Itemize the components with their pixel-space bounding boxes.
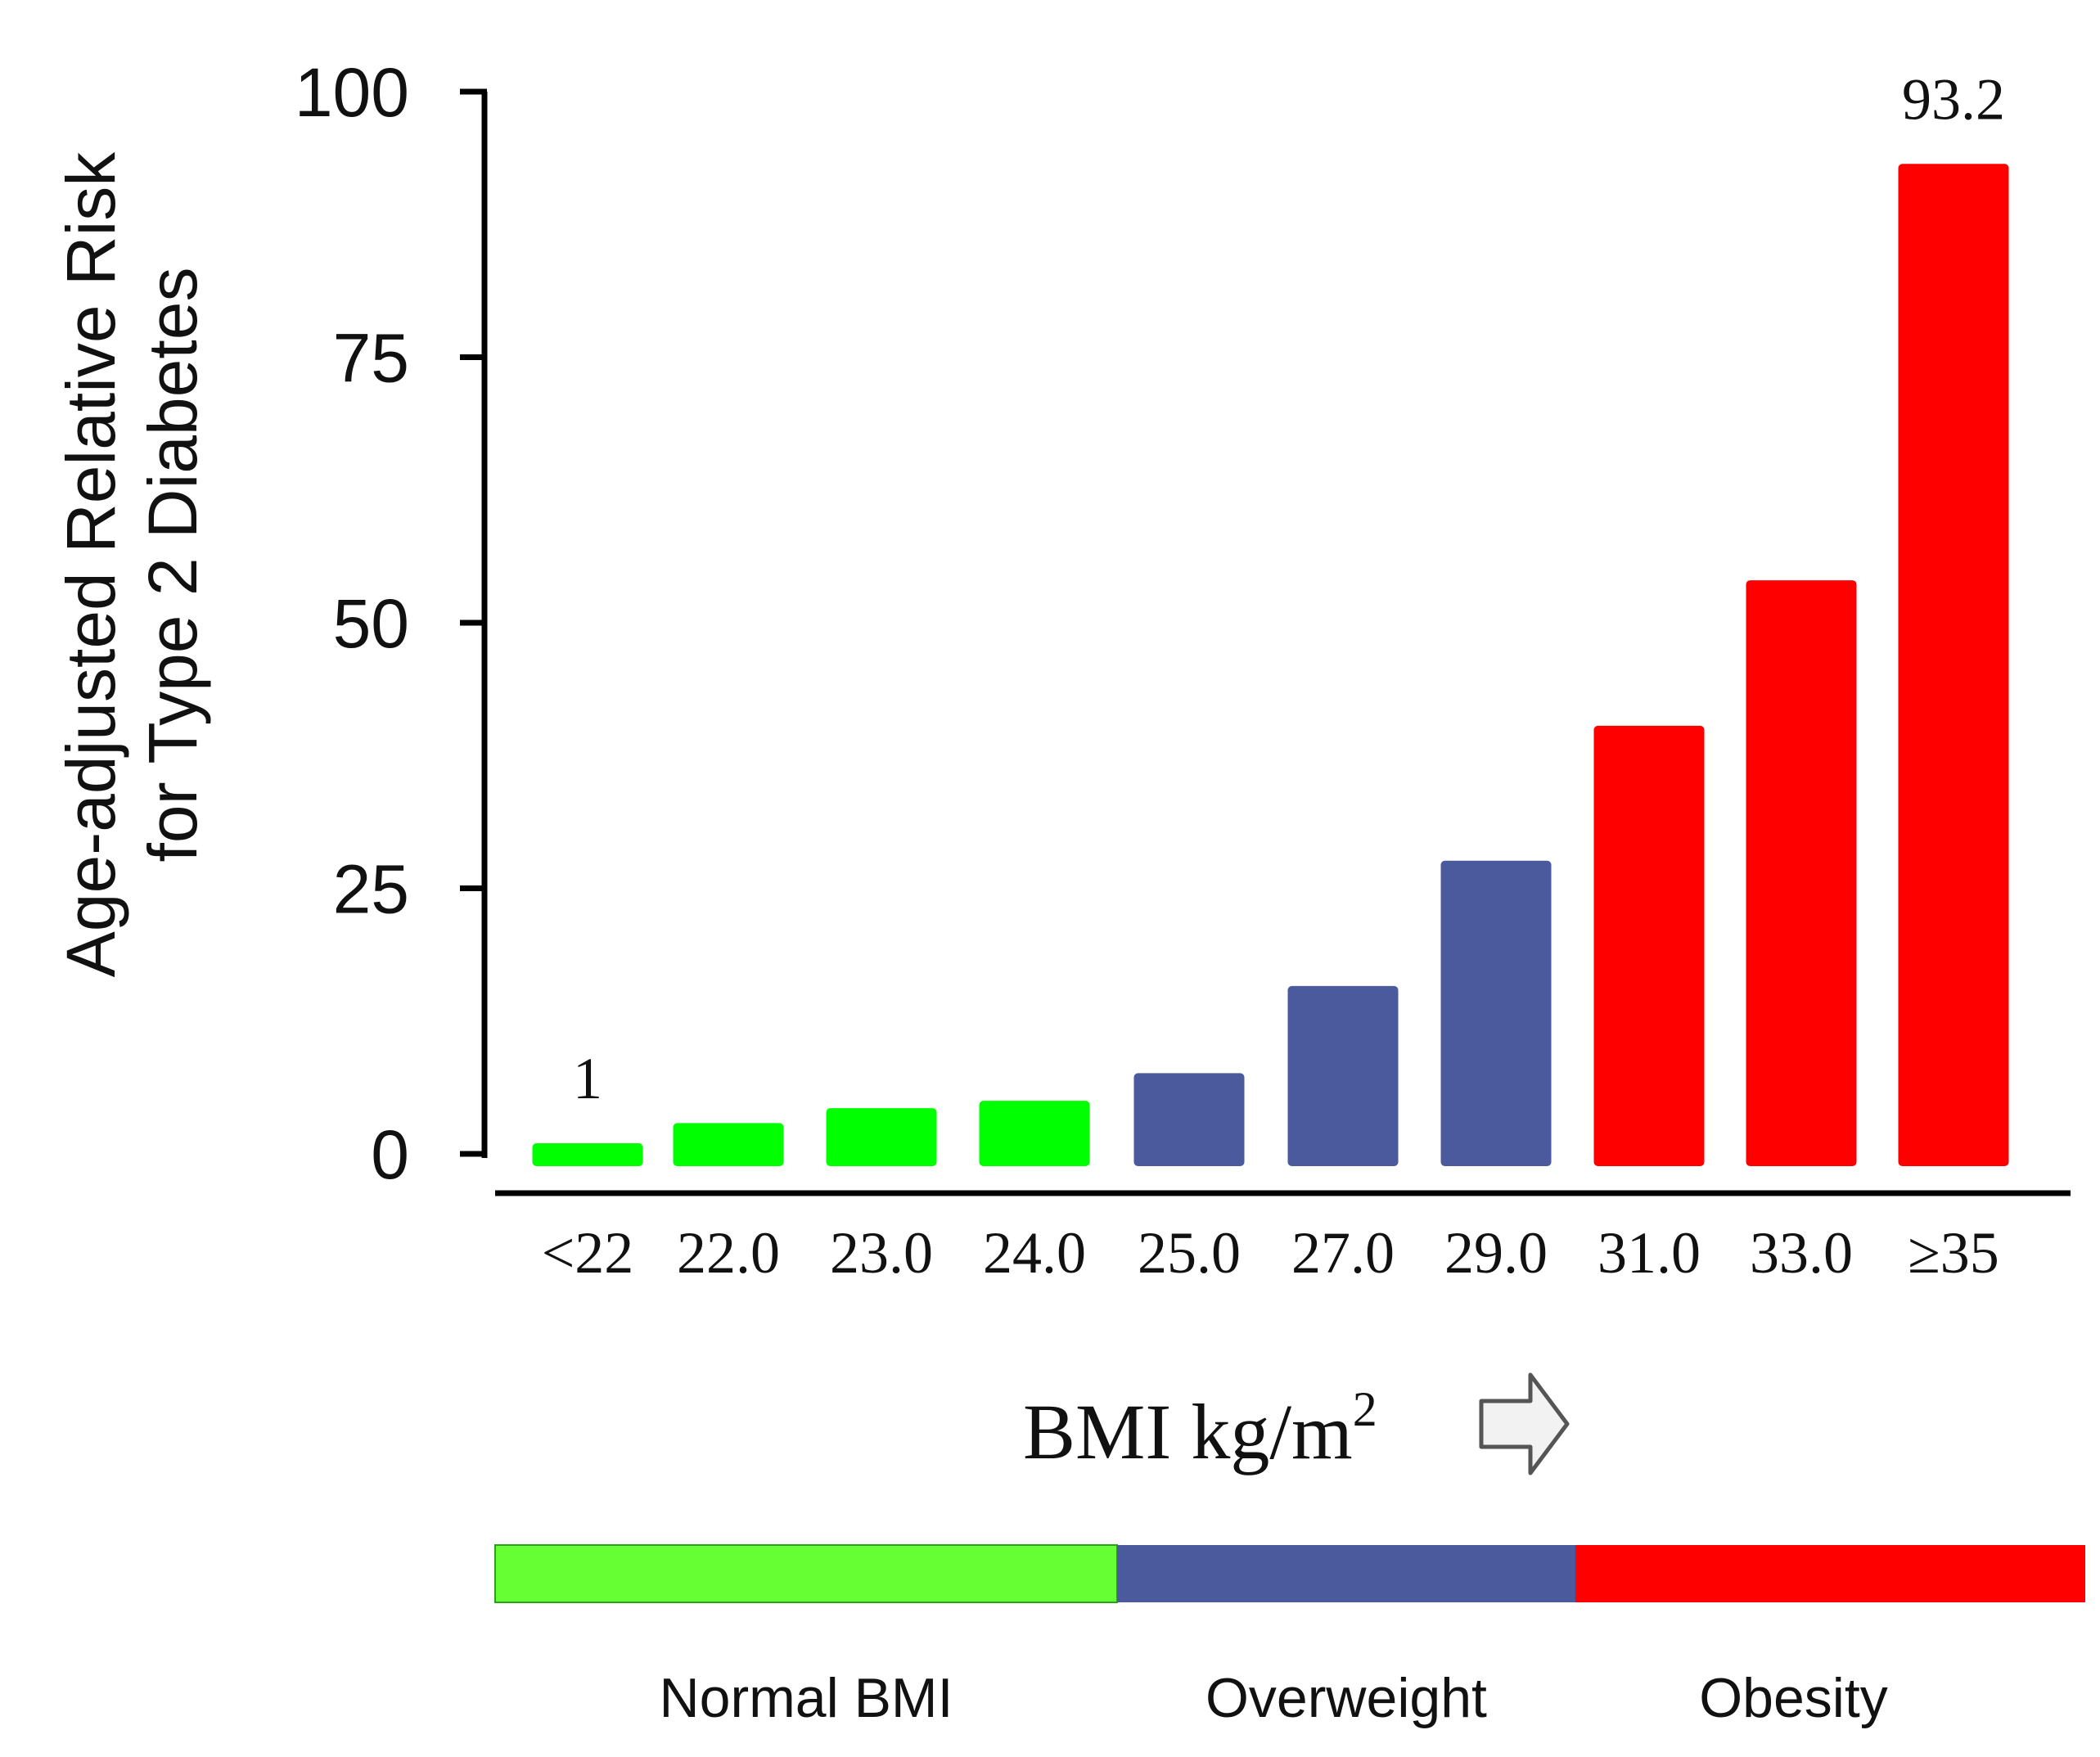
x-tick-label: ≥35 xyxy=(1908,1220,1999,1286)
y-axis-title-line-2: for Type 2 Diabetes xyxy=(134,268,211,863)
bar xyxy=(673,1123,784,1166)
x-tick-label: 33.0 xyxy=(1750,1220,1853,1286)
bar xyxy=(1287,985,1399,1166)
bar xyxy=(826,1108,937,1166)
y-axis-title-line-1: Age-adjusted Relative Risk xyxy=(52,151,129,977)
x-tick-label: 23.0 xyxy=(830,1220,933,1286)
y-tick-label: 100 xyxy=(295,54,409,131)
bar xyxy=(532,1143,643,1166)
x-axis-title-superscript: 2 xyxy=(1353,1382,1377,1436)
bar xyxy=(1593,725,1705,1166)
x-tick-label: <22 xyxy=(542,1220,634,1286)
y-tick-label: 25 xyxy=(333,851,409,928)
x-tick-label: 27.0 xyxy=(1291,1220,1395,1286)
svg-text:BMI kg/m2: BMI kg/m2 xyxy=(1023,1382,1377,1475)
right-arrow-icon xyxy=(1479,1372,1570,1475)
bmi-category-bands: Normal BMI Overweight Obesity xyxy=(494,1544,2085,1729)
x-tick-label: 31.0 xyxy=(1598,1220,1701,1286)
band-label: Overweight xyxy=(1205,1667,1487,1729)
x-axis-title-text: BMI kg/m xyxy=(1023,1388,1353,1475)
band-bar xyxy=(1117,1545,1575,1602)
x-tick-label: 22.0 xyxy=(677,1220,780,1286)
x-tick-label: 24.0 xyxy=(983,1220,1086,1286)
bar xyxy=(1898,164,2009,1166)
y-tick-label: 75 xyxy=(333,320,409,397)
band-label: Normal BMI xyxy=(660,1667,953,1729)
y-axis-title: Age-adjusted Relative Risk for Type 2 Di… xyxy=(52,151,211,977)
band-label: Obesity xyxy=(1699,1667,1888,1729)
y-tick-label: 0 xyxy=(371,1116,409,1193)
bars-group xyxy=(532,164,2009,1166)
y-axis-ticks: 0 25 50 75 100 xyxy=(295,54,487,1193)
x-axis-tick-labels: <22 22.0 23.0 24.0 25.0 27.0 29.0 31.0 33.0 ≥35 xyxy=(542,1220,1999,1286)
bar xyxy=(979,1101,1090,1166)
bar xyxy=(1440,860,1552,1166)
x-tick-label: 29.0 xyxy=(1444,1220,1548,1286)
band-bar xyxy=(494,1544,1118,1603)
bar xyxy=(1746,580,1857,1166)
data-labels-group: 193.2 xyxy=(573,66,2005,1111)
bar xyxy=(1133,1073,1245,1166)
y-tick-label: 50 xyxy=(333,585,409,662)
x-axis-title: BMI kg/m2 xyxy=(1023,1372,1570,1475)
data-label: 93.2 xyxy=(1902,66,2005,132)
x-tick-label: 25.0 xyxy=(1138,1220,1241,1286)
band-bar xyxy=(1575,1545,2085,1602)
data-label: 1 xyxy=(573,1046,602,1111)
